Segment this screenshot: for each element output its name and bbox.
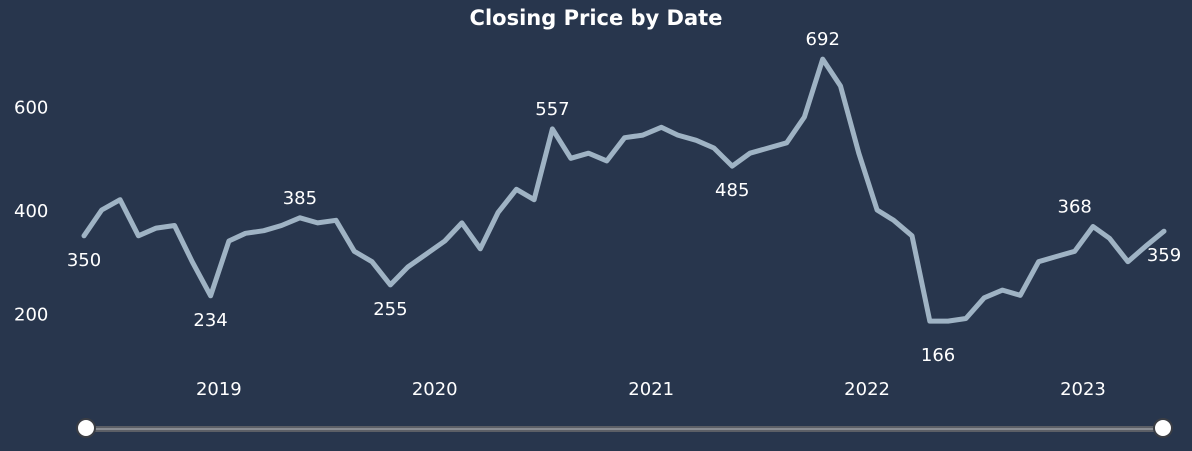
x-axis: 2019 2020 2021 2022 2023 — [196, 379, 1106, 400]
data-label: 234 — [193, 310, 227, 331]
data-label: 368 — [1058, 197, 1092, 218]
y-axis: 200 400 600 — [14, 98, 48, 326]
date-range-slider-fill — [86, 428, 1164, 430]
y-tick-label: 400 — [14, 201, 48, 222]
closing-price-line — [81, 56, 1167, 324]
data-label: 692 — [806, 29, 840, 50]
x-tick-label: 2019 — [196, 379, 242, 400]
data-label: 359 — [1147, 245, 1181, 266]
x-tick-label: 2023 — [1060, 379, 1106, 400]
y-tick-label: 200 — [14, 304, 48, 325]
x-tick-label: 2021 — [628, 379, 674, 400]
date-range-slider-track[interactable] — [86, 426, 1164, 432]
data-label: 485 — [715, 180, 749, 201]
data-label: 350 — [67, 250, 101, 271]
chart-title: Closing Price by Date — [469, 6, 723, 30]
data-label: 385 — [283, 188, 317, 209]
data-label: 166 — [921, 345, 955, 366]
series-group — [81, 56, 1167, 324]
y-tick-label: 600 — [14, 98, 48, 119]
x-tick-label: 2022 — [844, 379, 890, 400]
data-label: 557 — [535, 99, 569, 120]
slider-start-handle[interactable] — [76, 418, 96, 438]
data-label: 255 — [373, 299, 407, 320]
slider-end-handle[interactable] — [1153, 418, 1173, 438]
x-tick-label: 2020 — [412, 379, 458, 400]
data-labels: 350 234 385 255 557 485 692 166 368 359 — [67, 29, 1181, 366]
